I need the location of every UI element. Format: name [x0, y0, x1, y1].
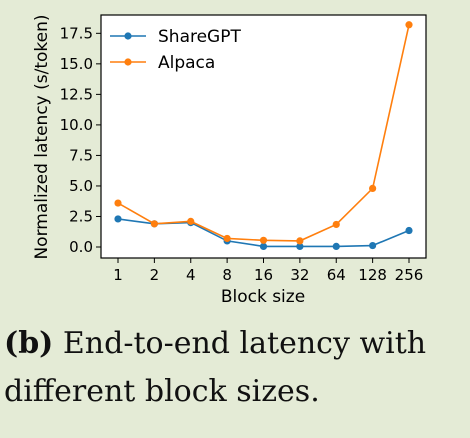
x-tick-label: 4: [186, 266, 196, 284]
legend: ShareGPT Alpaca: [110, 27, 241, 73]
caption-text: End-to-end latency with different block …: [4, 326, 427, 409]
x-tick-label: 64: [327, 266, 346, 284]
y-tick-label: 7.5: [69, 146, 93, 164]
data-point-alpaca: [296, 237, 304, 245]
legend-label-alpaca: Alpaca: [158, 53, 215, 73]
x-tick-label: 32: [290, 266, 309, 284]
y-tick-label: 2.5: [69, 207, 93, 225]
y-axis-label: Normalized latency (s/token): [32, 14, 52, 259]
x-tick-label: 128: [358, 266, 387, 284]
line-chart: 1 2 4 8 16 32 64 128 256 0.0 2.5 5.0 7.5 10.0 12.5 15.…: [32, 14, 427, 307]
y-tick-label: 5.0: [69, 177, 93, 195]
y-tick-label: 10.0: [60, 116, 93, 134]
x-axis-ticks: 1 2 4 8 16 32 64 128 256: [113, 258, 423, 284]
data-point-alpaca: [369, 184, 377, 192]
data-point-sharegpt: [369, 241, 377, 250]
y-tick-label: 12.5: [60, 85, 93, 103]
legend-marker-sharegpt: [124, 32, 132, 40]
legend-marker-alpaca: [124, 58, 132, 66]
y-axis-ticks: 0.0 2.5 5.0 7.5 10.0 12.5 15.0 17.5: [60, 24, 101, 256]
legend-label-sharegpt: ShareGPT: [158, 27, 241, 47]
data-point-sharegpt: [296, 242, 304, 250]
x-tick-label: 2: [150, 266, 160, 284]
x-tick-label: 1: [113, 266, 123, 284]
y-tick-label: 17.5: [60, 24, 93, 42]
data-point-sharegpt: [405, 226, 413, 235]
plot-frame: [100, 14, 427, 259]
data-point-sharegpt: [259, 242, 268, 250]
plot-background: [101, 15, 426, 258]
data-point-alpaca: [114, 199, 122, 207]
data-point-alpaca: [259, 236, 268, 244]
x-tick-label: 256: [395, 266, 424, 284]
figure-caption: (b) End-to-end latency with different bl…: [4, 320, 466, 416]
caption-tag: (b): [4, 326, 54, 361]
data-point-alpaca: [405, 21, 413, 29]
x-axis-label: Block size: [221, 287, 305, 307]
y-tick-label: 15.0: [60, 55, 93, 73]
data-point-sharegpt: [332, 242, 340, 250]
data-point-alpaca: [223, 234, 231, 243]
data-point-alpaca: [150, 220, 158, 228]
data-point-alpaca: [187, 217, 195, 225]
x-tick-label: 8: [222, 266, 232, 284]
y-tick-label: 0.0: [69, 238, 93, 256]
data-point-alpaca: [332, 220, 340, 229]
x-tick-label: 16: [254, 266, 273, 284]
series-layer: [114, 21, 413, 250]
data-point-sharegpt: [114, 215, 122, 223]
